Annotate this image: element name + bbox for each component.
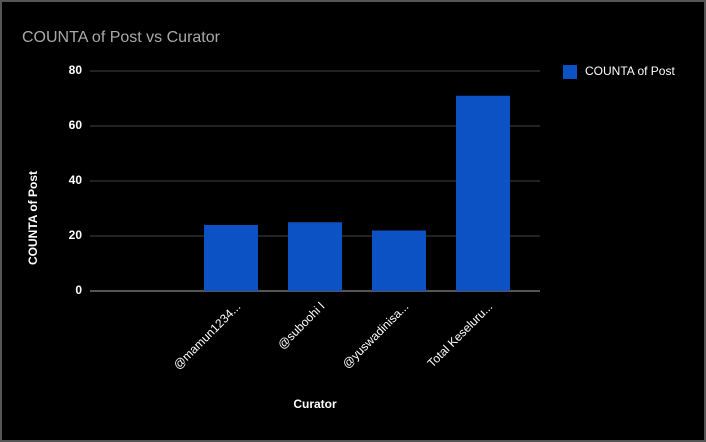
bar <box>204 225 258 291</box>
legend-label: COUNTA of Post <box>585 64 675 78</box>
x-axis-title: Curator <box>293 397 337 411</box>
y-tick-label: 60 <box>69 118 83 132</box>
chart-title: COUNTA of Post vs Curator <box>22 29 221 46</box>
legend-swatch <box>563 65 577 79</box>
y-tick-label: 0 <box>75 283 82 297</box>
y-tick-label: 80 <box>69 63 83 77</box>
bar <box>456 95 510 291</box>
bar <box>372 230 426 291</box>
y-tick-label: 20 <box>69 228 83 242</box>
y-tick-label: 40 <box>69 173 83 187</box>
bar <box>288 222 342 291</box>
y-axis-title: COUNTA of Post <box>26 171 40 265</box>
